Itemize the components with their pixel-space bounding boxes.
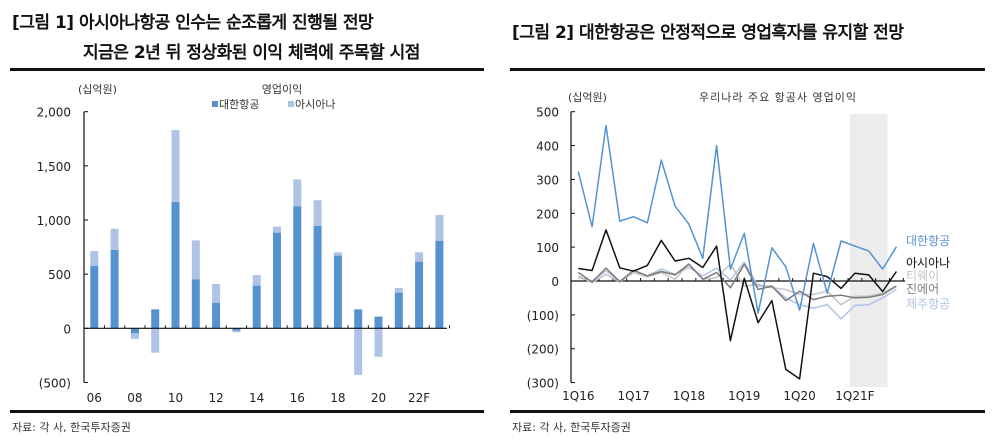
bar-kal-14 [252,285,261,329]
figure2-source: 자료: 각 사, 한국투자증권 [512,421,631,434]
x-tick-label: 10 [168,391,183,405]
x-tick-label: 1Q17 [617,389,649,403]
y-tick-label: (300) [527,377,559,391]
bar-kal-09 [151,309,160,329]
x-tick-label: 22F [408,391,430,405]
chart-title: 영업이익 [262,83,302,96]
bar-kal-17 [313,225,322,329]
figure1-source: 자료: 각 사, 한국투자증권 [12,421,131,434]
bar-asiana-17 [313,200,322,226]
bar-kal-21 [394,292,403,329]
y-tick-label: 1,500 [37,160,71,174]
y-tick-label: 400 [536,140,559,154]
y-tick-label: (100) [527,309,559,323]
bar-kal-18 [333,255,342,329]
figure1-title-line2: 지금은 2년 뒤 정상화된 이익 체력에 주목할 시점 [83,43,420,63]
x-tick-label: 1Q19 [728,389,760,403]
x-tick-label: 12 [208,391,223,405]
bar-kal-08 [130,328,139,334]
bar-kal-11 [191,279,200,329]
bar-asiana-10 [171,130,180,203]
x-tick-label: 1Q20 [783,389,815,403]
x-tick-label: 1Q16 [562,389,594,403]
unit-label: (십억원) [568,91,607,104]
x-tick-label: 08 [127,391,142,405]
figure2-bottom-rule [510,410,985,413]
y-tick-label: 0 [551,275,559,289]
y-tick-label: 100 [536,241,559,255]
legend-label-4: 제주항공 [906,297,950,311]
figure1-top-rule [10,68,484,71]
y-tick-label: (500) [39,376,71,390]
legend-label-3: 진에어 [906,282,939,296]
y-tick-label: 200 [536,207,559,221]
bar-asiana-16 [293,179,302,207]
chart-title: 우리나라 주요 항공사 영업이익 [699,91,857,104]
bar-kal-15 [273,232,281,329]
y-tick-label: 2,000 [37,106,71,120]
line-0 [577,124,898,314]
x-tick-label: 16 [290,391,305,405]
x-tick-label: 06 [87,391,102,405]
legend-label-0: 대한항공 [906,234,950,248]
legend-label-0: 대한항공 [219,98,259,111]
line-3 [577,263,897,302]
bar-asiana-18 [333,252,342,256]
bar-asiana-22F [415,252,424,262]
y-tick-label: 500 [536,106,559,120]
line-1 [578,229,898,380]
y-tick-label: 500 [48,268,71,282]
legend-swatch-1 [288,101,294,107]
bar-kal-19 [354,309,363,329]
legend-label-1: 아시아나 [295,98,335,111]
y-tick-label: 300 [536,173,559,187]
bar-asiana-20 [374,328,383,357]
unit-label: (십억원) [78,83,117,96]
x-tick-label: 18 [330,391,345,405]
bar-kal-12 [212,302,221,329]
bar-asiana-23F [435,215,444,242]
y-tick-label: 1,000 [37,214,71,228]
bar-kal-07 [110,249,119,329]
figure2-top-rule [510,68,985,71]
figure1-title-line1: [그림 1] 아시아나항공 인수는 순조롭게 진행될 전망 [12,13,374,33]
y-tick-label: (200) [527,343,559,357]
bar-kal-16 [293,206,302,329]
bar-asiana-14 [252,275,261,286]
bar-kal-22F [415,261,424,329]
bar-kal-10 [171,202,180,329]
x-tick-label: 1Q18 [673,389,705,403]
y-tick-label: 0 [63,322,71,336]
bar-asiana-19 [354,328,363,375]
x-tick-label: 1Q21F [835,389,874,403]
bar-kal-20 [374,316,383,329]
legend-label-2: 티웨이 [906,269,939,283]
bar-asiana-12 [212,284,221,303]
x-tick-label: 14 [249,391,264,405]
bar-asiana-06 [90,250,99,267]
figure1-bottom-rule [10,410,484,413]
bar-asiana-11 [191,240,200,280]
bar-asiana-09 [151,328,160,353]
bar-kal-06 [90,266,99,329]
bar-kal-13 [232,328,241,331]
bar-kal-23F [435,241,444,329]
bar-asiana-21 [394,288,403,293]
bar-asiana-08 [130,333,139,339]
legend-swatch-0 [212,101,218,107]
bar-asiana-07 [110,228,119,250]
x-tick-label: 20 [371,391,386,405]
bar-asiana-15 [273,226,281,233]
figure2-title: [그림 2] 대한항공은 안정적으로 영업흑자를 유지할 전망 [512,23,904,43]
bar-asiana-13 [232,330,241,333]
legend-label-1: 아시아나 [906,256,950,270]
